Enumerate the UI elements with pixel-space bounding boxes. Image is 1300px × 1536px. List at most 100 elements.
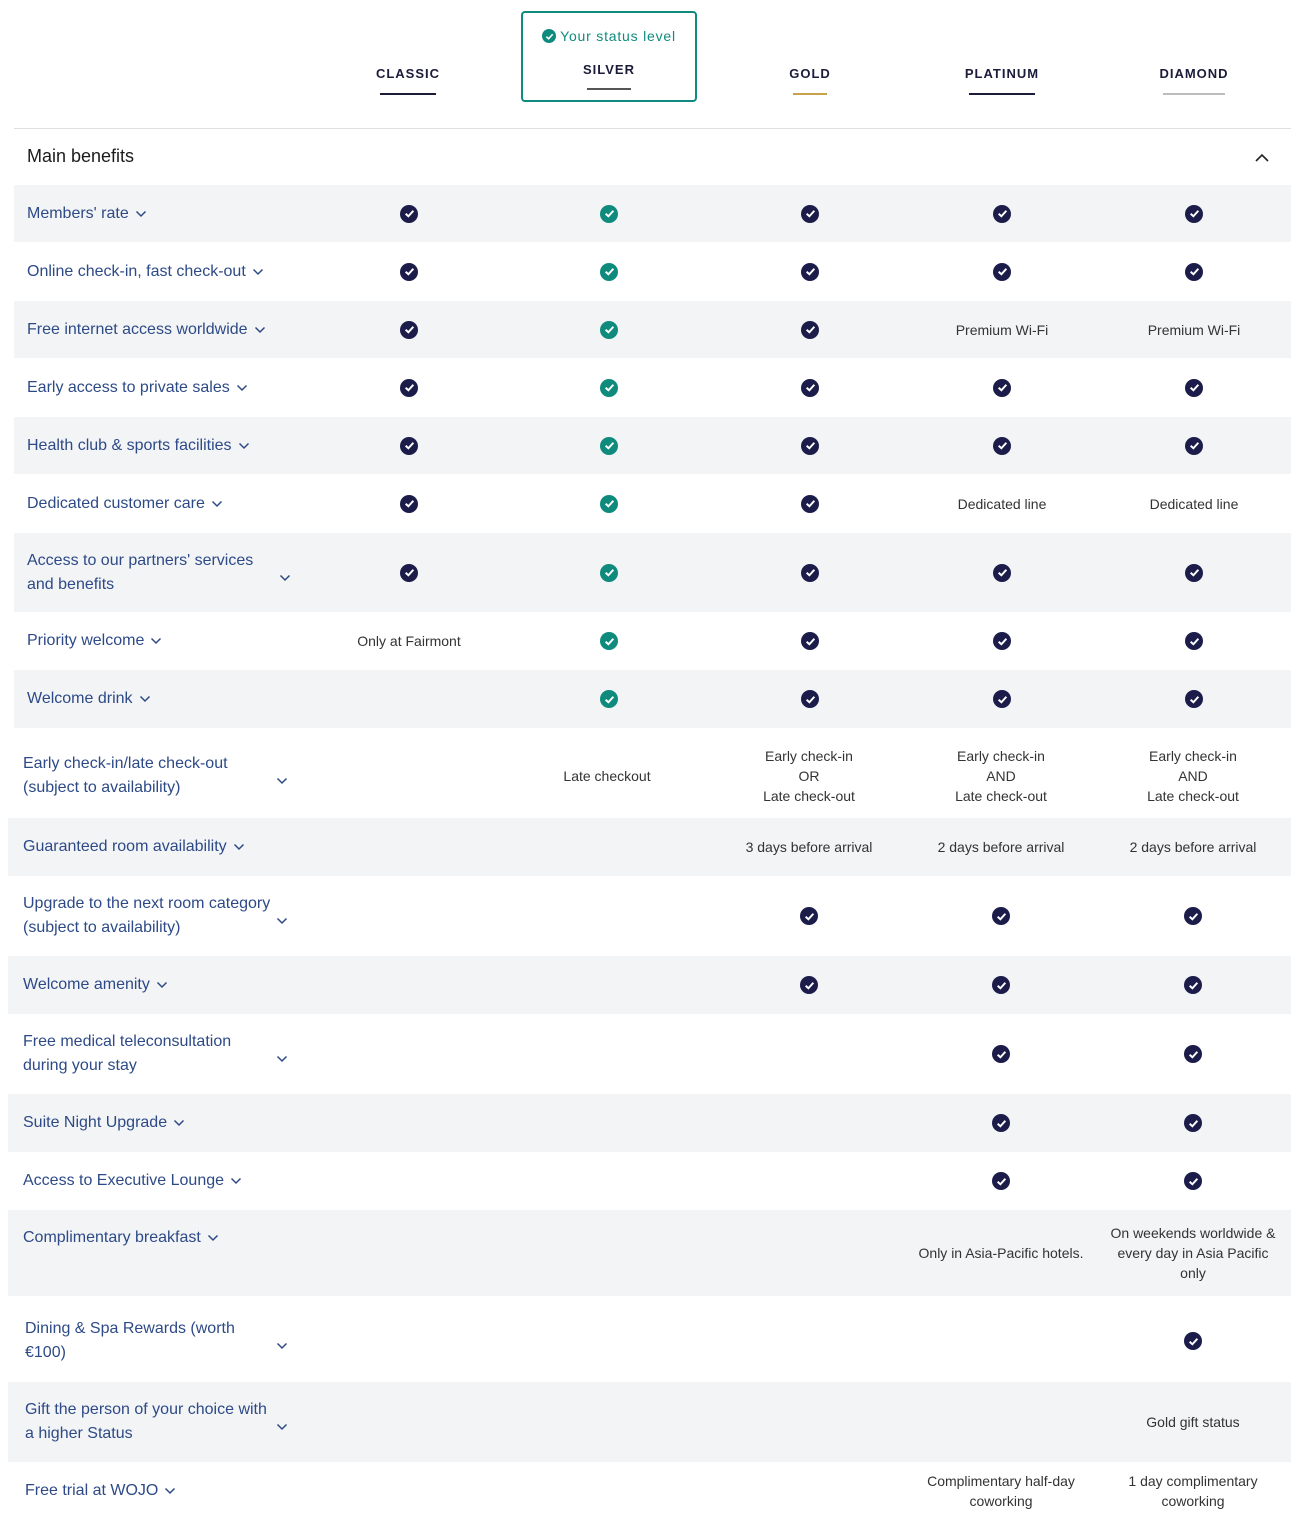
check-circle-icon <box>600 494 618 513</box>
benefit-cell-text: 1 day complimentary coworking <box>1128 1473 1258 1509</box>
benefit-cell <box>1103 956 1283 1014</box>
benefit-label[interactable]: Guaranteed room availability <box>23 835 245 859</box>
check-circle-icon <box>801 378 819 397</box>
chevron-down-icon[interactable] <box>173 1111 185 1135</box>
chevron-down-icon[interactable] <box>156 973 168 997</box>
benefit-label[interactable]: Online check-in, fast check-out <box>27 260 264 284</box>
benefit-label[interactable]: Early check-in/late check-out (subject t… <box>23 752 273 800</box>
chevron-down-icon[interactable] <box>164 1479 176 1503</box>
chevron-down-icon[interactable] <box>238 434 250 458</box>
benefit-label[interactable]: Suite Night Upgrade <box>23 1111 185 1135</box>
table-row: Gift the person of your choice with a hi… <box>8 1382 1291 1462</box>
check-circle-icon <box>542 29 557 43</box>
table-row: Dedicated customer care Dedicated line Ded… <box>14 475 1291 532</box>
check-circle-icon <box>1185 204 1203 223</box>
check-circle-icon <box>400 378 418 397</box>
check-circle-icon <box>400 204 418 223</box>
benefit-cell <box>719 876 899 956</box>
check-circle-icon <box>801 204 819 223</box>
benefit-cell <box>1104 612 1284 670</box>
tier-platinum[interactable]: PLATINUM <box>952 0 1052 128</box>
benefit-cell <box>720 417 900 474</box>
benefit-label[interactable]: Complimentary breakfast <box>23 1226 219 1250</box>
check-circle-icon <box>993 563 1011 582</box>
benefit-cell <box>720 359 900 416</box>
benefit-cell <box>319 417 499 474</box>
benefit-label[interactable]: Gift the person of your choice with a hi… <box>25 1398 275 1446</box>
benefit-label[interactable]: Dedicated customer care <box>27 492 223 516</box>
benefit-label[interactable]: Dining & Spa Rewards (worth €100) <box>25 1317 275 1365</box>
check-circle-icon <box>993 262 1011 281</box>
check-circle-icon <box>600 262 618 281</box>
benefit-cell-text: On weekends worldwide & every day in Asi… <box>1110 1225 1276 1281</box>
tier-gold[interactable]: GOLD <box>770 0 850 128</box>
benefit-label[interactable]: Free trial at WOJO <box>25 1479 176 1503</box>
check-circle-icon <box>1184 1114 1202 1132</box>
table-row: Health club & sports facilities <box>14 417 1291 474</box>
benefit-label[interactable]: Welcome amenity <box>23 973 168 997</box>
benefit-cell <box>319 185 499 242</box>
check-circle-icon <box>1185 563 1203 582</box>
benefit-cell <box>912 185 1092 242</box>
benefit-label[interactable]: Free internet access worldwide <box>27 318 266 342</box>
benefit-label[interactable]: Members' rate <box>27 202 147 226</box>
benefit-cell <box>1104 417 1284 474</box>
chevron-down-icon[interactable] <box>276 1418 288 1436</box>
benefit-label[interactable]: Access to Executive Lounge <box>23 1169 242 1193</box>
check-circle-icon <box>1185 262 1203 281</box>
benefit-cell: Late checkout <box>517 734 697 818</box>
chevron-down-icon[interactable] <box>276 772 288 790</box>
benefit-cell <box>319 533 499 612</box>
benefit-label-text: Early access to private sales <box>27 378 230 396</box>
chevron-up-icon[interactable] <box>1254 150 1270 166</box>
benefit-label[interactable]: Upgrade to the next room category (subje… <box>23 892 273 940</box>
benefit-label[interactable]: Welcome drink <box>27 687 151 711</box>
benefit-cell <box>519 612 699 670</box>
chevron-down-icon[interactable] <box>211 492 223 516</box>
chevron-down-icon[interactable] <box>236 376 248 400</box>
section-title: Main benefits <box>27 146 135 166</box>
benefit-cell: On weekends worldwide & every day in Asi… <box>1103 1210 1283 1296</box>
check-circle-icon <box>801 563 819 582</box>
chevron-down-icon[interactable] <box>233 835 245 859</box>
benefit-label[interactable]: Health club & sports facilities <box>27 434 250 458</box>
chevron-down-icon[interactable] <box>207 1226 219 1250</box>
chevron-down-icon[interactable] <box>279 569 291 587</box>
benefit-cell: Premium Wi-Fi <box>1104 301 1284 358</box>
check-circle-icon <box>801 262 819 281</box>
tier-diamond[interactable]: DIAMOND <box>1144 0 1244 128</box>
chevron-down-icon[interactable] <box>139 687 151 711</box>
chevron-down-icon[interactable] <box>252 260 264 284</box>
chevron-down-icon[interactable] <box>276 1050 288 1068</box>
benefit-label[interactable]: Early access to private sales <box>27 376 248 400</box>
benefit-cell <box>1103 1014 1283 1094</box>
check-circle-icon <box>992 1045 1010 1063</box>
benefit-cell <box>912 612 1092 670</box>
chevron-down-icon[interactable] <box>254 318 266 342</box>
tier-silver[interactable]: Your status level SILVER <box>521 11 697 102</box>
check-circle-icon <box>1184 976 1202 994</box>
table-row: Early check-in/late check-out (subject t… <box>8 734 1291 818</box>
benefit-label[interactable]: Free medical teleconsultation during you… <box>23 1030 273 1078</box>
benefit-cell <box>519 185 699 242</box>
benefit-cell: Only at Fairmont <box>319 612 499 670</box>
chevron-down-icon[interactable] <box>135 202 147 226</box>
benefit-label[interactable]: Priority welcome <box>27 629 162 653</box>
check-circle-icon <box>400 436 418 455</box>
chevron-down-icon[interactable] <box>276 912 288 930</box>
chevron-down-icon[interactable] <box>230 1169 242 1193</box>
tier-underline <box>1163 93 1225 95</box>
chevron-down-icon[interactable] <box>276 1337 288 1355</box>
chevron-down-icon[interactable] <box>150 629 162 653</box>
benefit-cell <box>911 1152 1091 1210</box>
tier-classic[interactable]: CLASSIC <box>368 0 448 128</box>
benefit-label[interactable]: Access to our partners' services and ben… <box>27 549 277 597</box>
check-circle-icon <box>600 632 618 650</box>
benefit-label-text: Welcome drink <box>27 690 133 708</box>
benefit-cell <box>1104 670 1284 728</box>
check-circle-icon <box>600 204 618 223</box>
check-circle-icon <box>992 1114 1010 1132</box>
benefit-cell <box>319 301 499 358</box>
tier-name: GOLD <box>789 66 831 81</box>
table-row: Online check-in, fast check-out <box>14 243 1291 300</box>
